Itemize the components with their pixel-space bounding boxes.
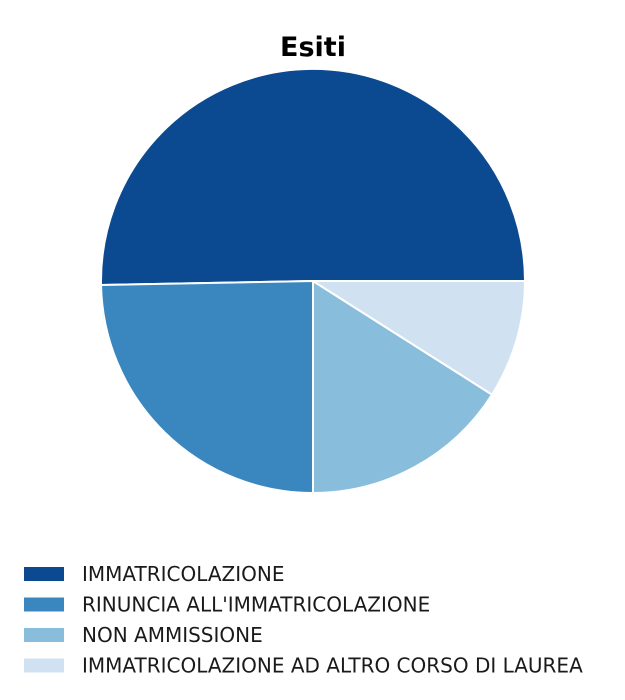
legend: IMMATRICOLAZIONE RINUNCIA ALL'IMMATRICOLA… bbox=[24, 562, 583, 678]
pie-slice-1 bbox=[100, 67, 526, 286]
chart-title: Esiti bbox=[280, 32, 346, 63]
legend-label: NON AMMISSIONE bbox=[82, 623, 263, 647]
pie-slice-3 bbox=[312, 280, 493, 494]
legend-item: RINUNCIA ALL'IMMATRICOLAZIONE bbox=[24, 593, 430, 617]
legend-label: RINUNCIA ALL'IMMATRICOLAZIONE bbox=[82, 593, 430, 617]
legend-item: IMMATRICOLAZIONE AD ALTRO CORSO DI LAURE… bbox=[24, 654, 583, 678]
pie-slices bbox=[100, 67, 526, 494]
legend-label: IMMATRICOLAZIONE AD ALTRO CORSO DI LAURE… bbox=[82, 654, 583, 678]
legend-item: NON AMMISSIONE bbox=[24, 623, 263, 647]
legend-swatch bbox=[24, 567, 64, 581]
pie-slice-4 bbox=[312, 280, 526, 396]
legend-swatch bbox=[24, 597, 64, 612]
legend-label: IMMATRICOLAZIONE bbox=[82, 562, 284, 586]
pie-slice-2 bbox=[100, 280, 314, 494]
legend-swatch bbox=[24, 658, 64, 673]
legend-swatch bbox=[24, 628, 64, 642]
legend-item: IMMATRICOLAZIONE bbox=[24, 562, 284, 586]
